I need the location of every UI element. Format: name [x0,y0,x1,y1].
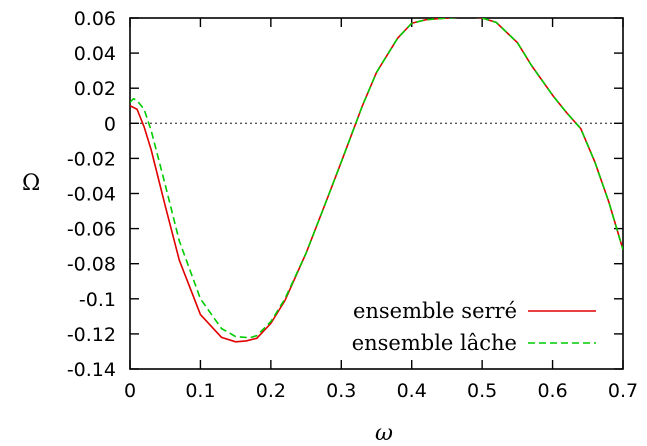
y-tick-label: -0.02 [67,148,116,170]
series-clip [130,18,623,343]
y-tick-label: -0.04 [67,184,116,206]
x-axis-title: ω [375,421,393,446]
y-tick-label: -0.14 [67,359,116,381]
y-tick-label: 0.02 [74,78,116,100]
x-tick-label: 0.3 [326,380,356,402]
legend-label-serre: ensemble serré [353,299,517,323]
x-tick-label: 0.1 [185,380,215,402]
y-tick-label: -0.06 [67,219,116,241]
y-tick-label: 0 [104,113,116,135]
x-tick-label: 0 [124,380,136,402]
x-tick-label: 0.6 [537,380,567,402]
y-tick-label: 0.06 [74,8,116,30]
series-line-lache [130,18,623,339]
y-tick-label: -0.08 [67,254,116,276]
series-line-serre [130,18,623,343]
y-tick-label: 0.04 [74,43,116,65]
y-axis-title: Ω [22,171,40,196]
x-tick-label: 0.7 [608,380,638,402]
x-tick-label: 0.5 [467,380,497,402]
legend-label-lache: ensemble lâche [352,331,517,355]
y-tick-label: -0.1 [79,289,116,311]
y-tick-label: -0.12 [67,324,116,346]
x-tick-label: 0.2 [256,380,286,402]
x-tick-label: 0.4 [397,380,427,402]
